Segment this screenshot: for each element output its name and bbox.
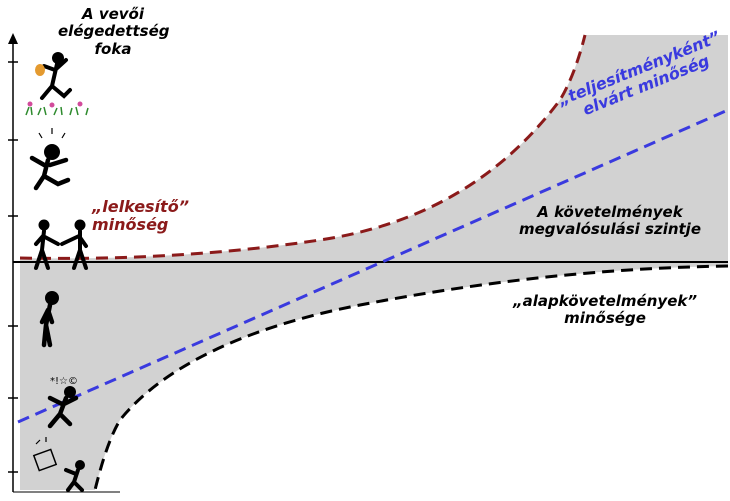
fulfillment-label-text: A követelmények megvalósulási szintje xyxy=(518,203,701,239)
delighter-shaded-region xyxy=(20,35,728,262)
angry-figure-icon: *!☆© xyxy=(47,376,79,429)
delighter-label: „lelkesítő” minőség xyxy=(92,197,189,235)
delighter-curve xyxy=(19,34,587,260)
handshake-figures-icon xyxy=(34,219,88,270)
fulfillment-label: A követelmények megvalósulási szintje xyxy=(510,203,710,239)
y-axis-title: A vevői elégedettség foka xyxy=(58,5,170,58)
svg-text:*!☆©: *!☆© xyxy=(50,376,78,387)
happy-figure-icon xyxy=(25,52,89,116)
furious-figure-icon xyxy=(32,437,85,492)
sad-figure-icon xyxy=(39,291,59,348)
basic-label-text: „alapkövetelmények” minősége xyxy=(512,292,698,328)
performance-line xyxy=(17,108,729,424)
y-axis-arrowhead xyxy=(8,33,18,44)
delighter-label-text: „lelkesítő” minőség xyxy=(92,197,189,235)
y-axis-ticks xyxy=(8,61,18,473)
jumping-figure-icon xyxy=(29,128,71,191)
basic-shaded-region xyxy=(20,262,728,490)
basic-label: „alapkövetelmények” minősége xyxy=(510,292,700,328)
basic-curve xyxy=(93,264,729,491)
